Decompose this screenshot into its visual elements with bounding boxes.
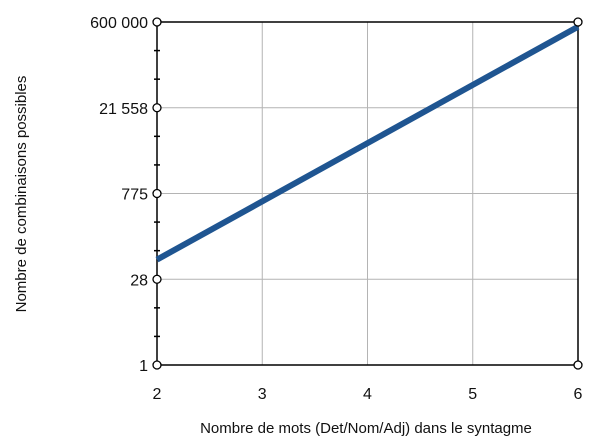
y-tick-labels: 1 28 775 21 558 600 000 [90,15,148,375]
y-axis-marker [152,188,162,199]
series-layer [155,24,580,263]
corner-marker [573,17,583,27]
y-axis-marker [152,17,162,27]
x-tick-label: 2 [153,386,162,403]
grid-lines [156,21,579,366]
y-tick-label: 775 [121,187,148,204]
x-tick-labels: 2 3 4 5 6 [153,386,583,403]
corner-marker [573,360,583,370]
y-tick-label: 600 000 [90,15,148,32]
x-axis-title: Nombre de mots (Det/Nom/Adj) dans le syn… [200,420,532,437]
x-tick-label: 3 [258,386,267,403]
y-tick-label: 28 [130,272,148,289]
x-tick-label: 6 [574,386,583,403]
y-axis-marker [152,274,162,284]
x-tick-label: 4 [363,386,372,403]
tick-markers [152,17,583,370]
y-tick-label: 1 [139,358,148,375]
minor-ticks [154,49,160,338]
x-tick-label: 5 [468,386,477,403]
y-axis-marker [152,360,162,370]
y-tick-label: 21 558 [99,101,148,118]
y-axis-title: Nombre de combinaisons possibles [13,76,30,313]
series-line [155,24,580,263]
y-axis-marker [152,103,162,113]
